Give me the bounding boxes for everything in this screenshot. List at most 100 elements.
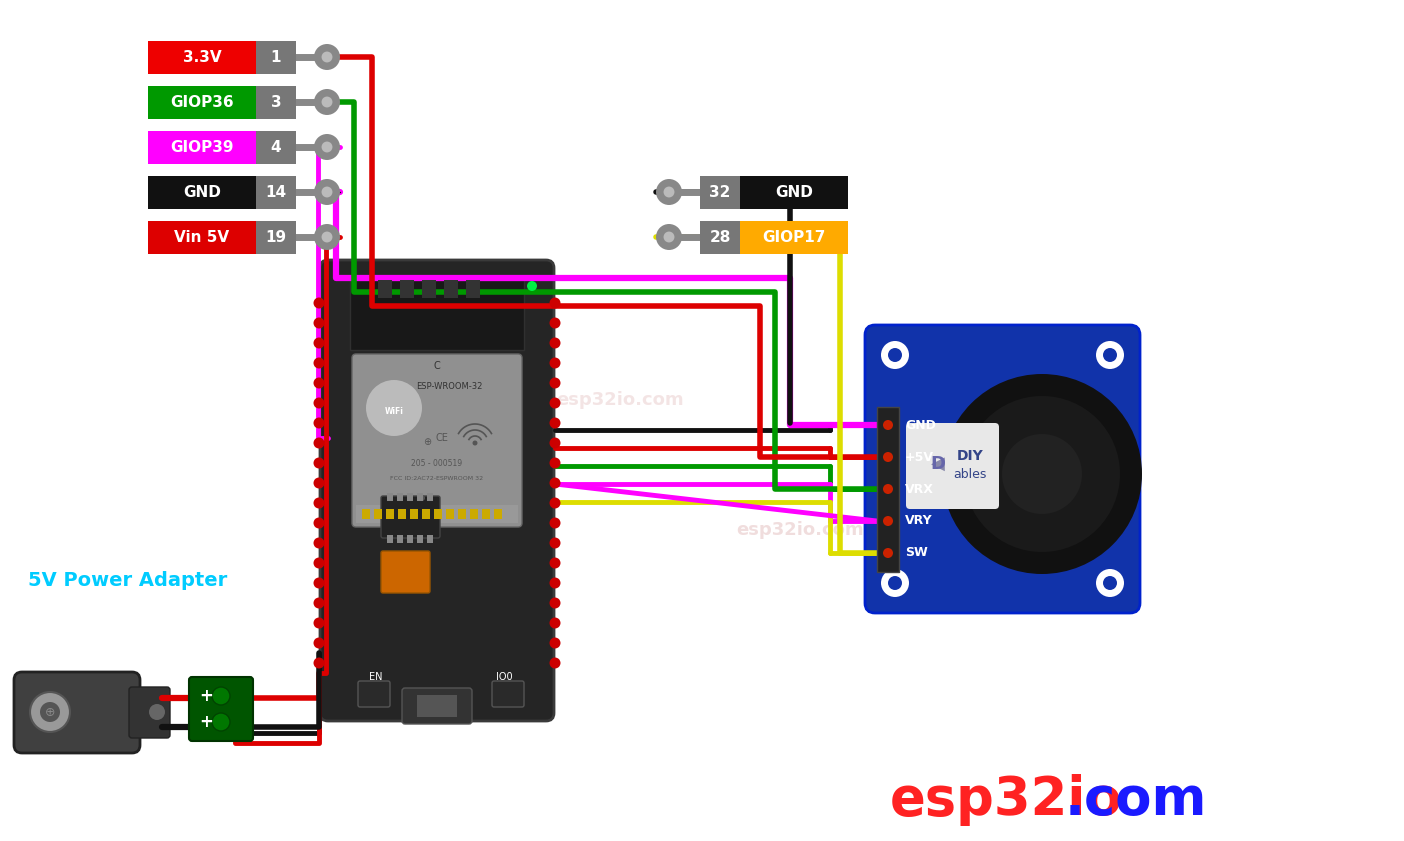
Circle shape <box>29 692 70 732</box>
Circle shape <box>664 187 674 198</box>
Circle shape <box>549 337 560 348</box>
Circle shape <box>549 458 560 468</box>
Circle shape <box>313 658 324 669</box>
FancyBboxPatch shape <box>491 681 524 707</box>
Bar <box>397 493 403 501</box>
Text: esp32io.com: esp32io.com <box>556 391 684 409</box>
Bar <box>256 131 296 164</box>
Text: WiFi: WiFi <box>385 406 403 415</box>
Bar <box>378 280 392 298</box>
Text: ⊕: ⊕ <box>423 437 431 447</box>
Circle shape <box>314 44 340 70</box>
Circle shape <box>942 374 1141 574</box>
Bar <box>388 535 393 543</box>
Circle shape <box>883 420 893 430</box>
Bar <box>417 493 423 501</box>
Circle shape <box>313 537 324 548</box>
Text: GND: GND <box>775 184 813 199</box>
Circle shape <box>1104 576 1118 590</box>
Circle shape <box>656 179 682 205</box>
Bar <box>147 41 256 74</box>
Circle shape <box>549 398 560 409</box>
Circle shape <box>883 452 893 462</box>
Bar <box>350 280 524 350</box>
Text: +: + <box>199 687 213 705</box>
Circle shape <box>549 357 560 368</box>
Text: C: C <box>434 361 441 371</box>
Circle shape <box>880 341 908 369</box>
Bar <box>444 280 458 298</box>
Circle shape <box>549 597 560 609</box>
Circle shape <box>212 687 230 705</box>
Circle shape <box>965 396 1120 552</box>
Text: ⊕: ⊕ <box>45 706 55 718</box>
FancyBboxPatch shape <box>352 354 522 527</box>
Circle shape <box>549 517 560 528</box>
FancyBboxPatch shape <box>14 672 140 753</box>
FancyBboxPatch shape <box>358 681 390 707</box>
Text: Vin 5V: Vin 5V <box>174 230 230 245</box>
Bar <box>466 280 480 298</box>
Text: 19: 19 <box>265 230 286 245</box>
Text: esp32io.com: esp32io.com <box>736 521 863 539</box>
Circle shape <box>1097 569 1125 597</box>
FancyBboxPatch shape <box>865 325 1140 613</box>
Circle shape <box>549 437 560 448</box>
Text: GIOP36: GIOP36 <box>170 94 234 109</box>
Bar <box>427 535 432 543</box>
FancyBboxPatch shape <box>380 551 430 593</box>
Bar <box>427 493 432 501</box>
Bar <box>446 509 453 519</box>
Bar <box>147 221 256 254</box>
Bar <box>407 535 413 543</box>
Circle shape <box>314 89 340 115</box>
Circle shape <box>549 617 560 628</box>
Circle shape <box>549 658 560 669</box>
FancyBboxPatch shape <box>190 677 253 741</box>
Bar <box>147 86 256 119</box>
Text: DIY: DIY <box>956 449 983 463</box>
Circle shape <box>322 231 333 242</box>
Text: GIOP39: GIOP39 <box>170 140 233 155</box>
Circle shape <box>313 498 324 509</box>
Bar <box>740 221 848 254</box>
Circle shape <box>322 141 333 152</box>
Circle shape <box>39 702 60 722</box>
Circle shape <box>313 318 324 329</box>
Text: ESP-WROOM-32: ESP-WROOM-32 <box>416 382 482 390</box>
Circle shape <box>664 231 674 242</box>
FancyBboxPatch shape <box>402 688 472 724</box>
Bar <box>470 509 477 519</box>
Text: esp32io.com: esp32io.com <box>392 481 519 499</box>
Bar <box>373 509 382 519</box>
Text: 5V Power Adapter: 5V Power Adapter <box>28 570 227 590</box>
Circle shape <box>549 417 560 429</box>
Circle shape <box>549 318 560 329</box>
Text: SW: SW <box>906 547 928 559</box>
Circle shape <box>549 498 560 509</box>
Circle shape <box>549 378 560 389</box>
Circle shape <box>1097 341 1125 369</box>
Circle shape <box>322 187 333 198</box>
Circle shape <box>313 357 324 368</box>
Text: 32: 32 <box>709 184 730 199</box>
Circle shape <box>313 337 324 348</box>
Circle shape <box>313 637 324 648</box>
Bar <box>147 176 256 209</box>
FancyBboxPatch shape <box>906 423 1000 509</box>
Circle shape <box>883 516 893 526</box>
Bar <box>423 280 437 298</box>
Bar <box>397 509 406 519</box>
Circle shape <box>883 484 893 494</box>
Circle shape <box>322 97 333 108</box>
Bar <box>256 86 296 119</box>
Bar <box>362 509 371 519</box>
Bar <box>386 509 395 519</box>
Bar <box>388 493 393 501</box>
Bar <box>400 280 414 298</box>
Circle shape <box>313 597 324 609</box>
Circle shape <box>313 417 324 429</box>
Circle shape <box>314 134 340 160</box>
Text: GND: GND <box>183 184 220 199</box>
Text: 4: 4 <box>271 140 281 155</box>
